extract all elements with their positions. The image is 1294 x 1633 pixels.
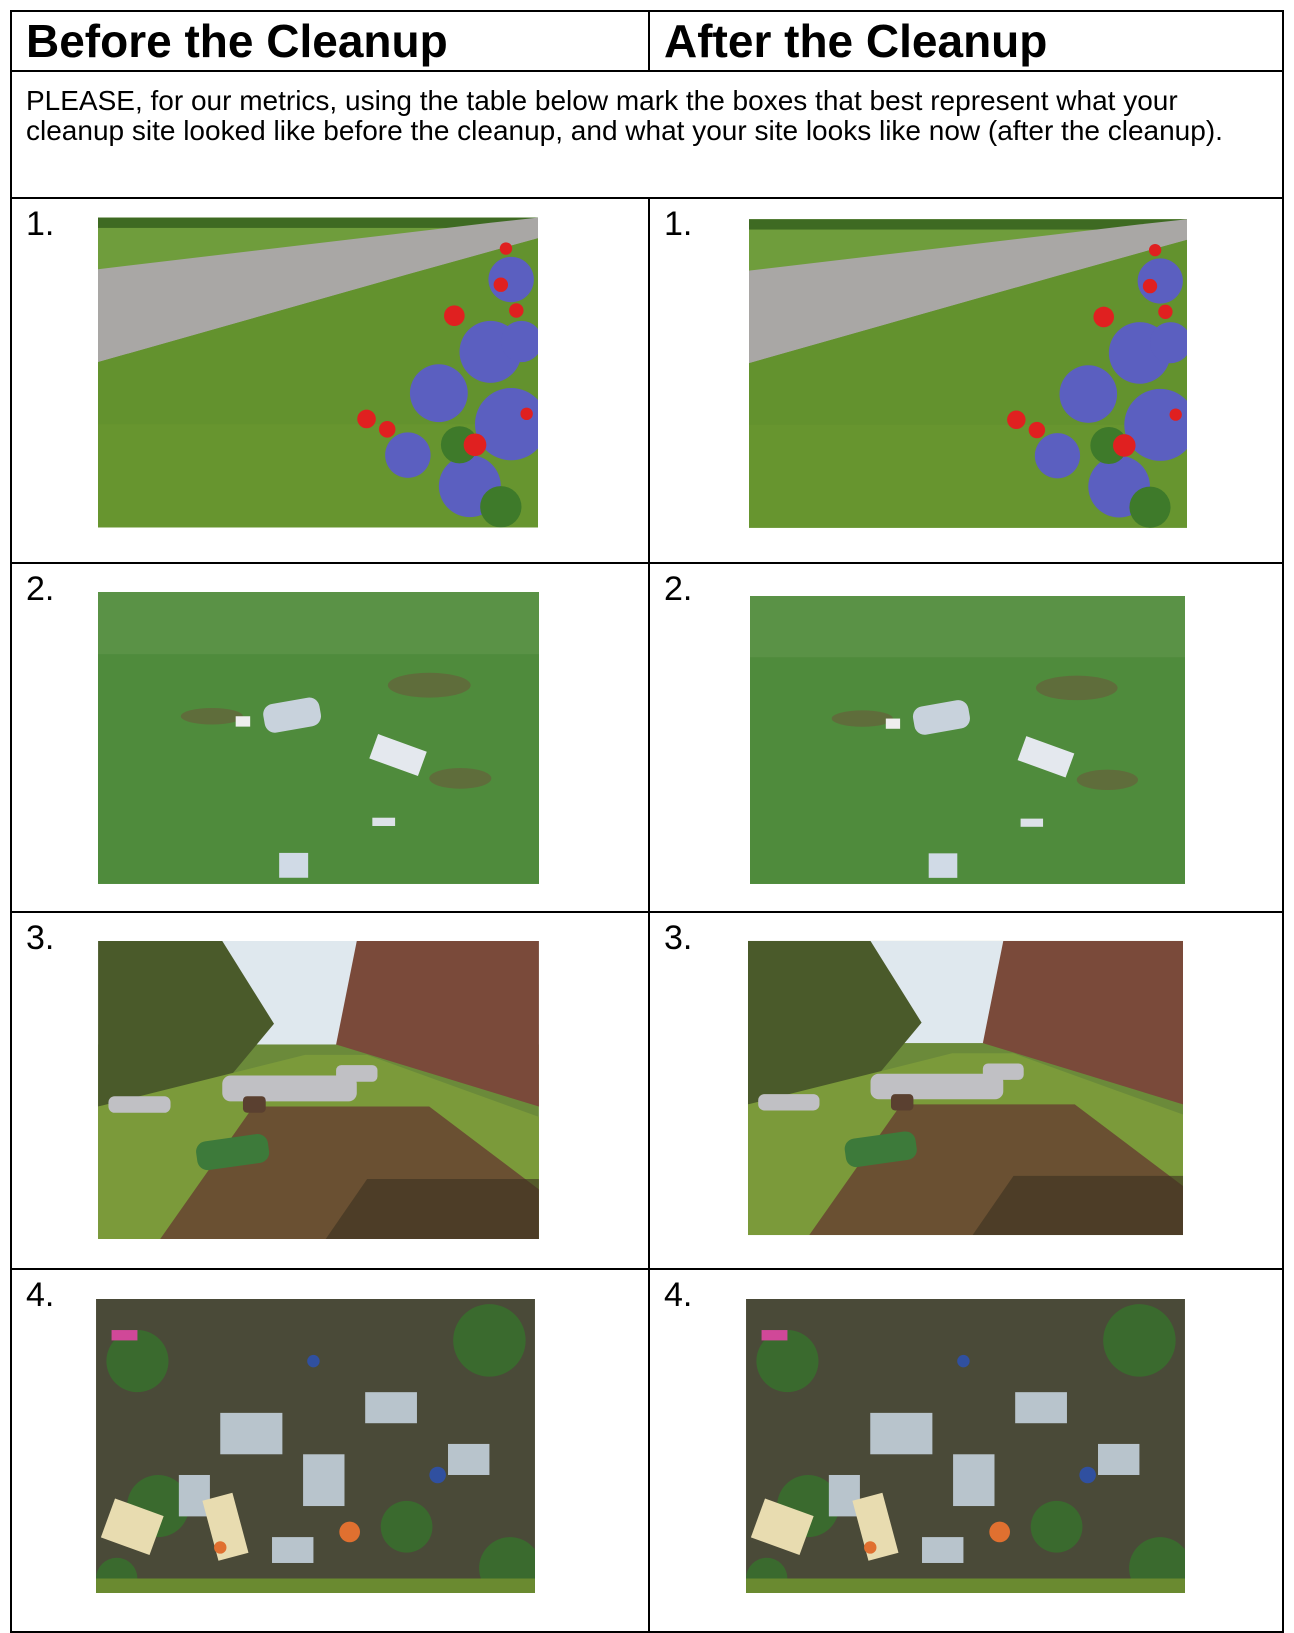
- row-number: 2.: [26, 570, 55, 608]
- row-cell: 1.: [10, 197, 650, 564]
- row-number: 1.: [26, 205, 55, 243]
- row-cell: 4.: [648, 1268, 1284, 1633]
- photo: [746, 1299, 1185, 1593]
- instructions: PLEASE, for our metrics, using the table…: [10, 70, 1284, 199]
- header-after: After the Cleanup: [648, 10, 1284, 72]
- row-cell: 2.: [10, 562, 650, 913]
- row-cell: 1.: [648, 197, 1284, 564]
- row-number: 1.: [664, 205, 693, 243]
- header-before: Before the Cleanup: [10, 10, 650, 72]
- photo: [98, 941, 539, 1239]
- row-cell: 2.: [648, 562, 1284, 913]
- row-number: 3.: [664, 919, 693, 957]
- row-number: 3.: [26, 919, 55, 957]
- row-cell: 3.: [648, 911, 1284, 1270]
- row-cell: 4.: [10, 1268, 650, 1633]
- photo: [96, 1299, 535, 1593]
- photo: [98, 217, 538, 528]
- row-cell: 3.: [10, 911, 650, 1270]
- row-number: 4.: [664, 1276, 693, 1314]
- photo: [750, 594, 1185, 886]
- row-number: 2.: [664, 570, 693, 608]
- photo: [98, 592, 539, 884]
- photo: [749, 218, 1187, 529]
- row-number: 4.: [26, 1276, 55, 1314]
- photo: [748, 938, 1183, 1238]
